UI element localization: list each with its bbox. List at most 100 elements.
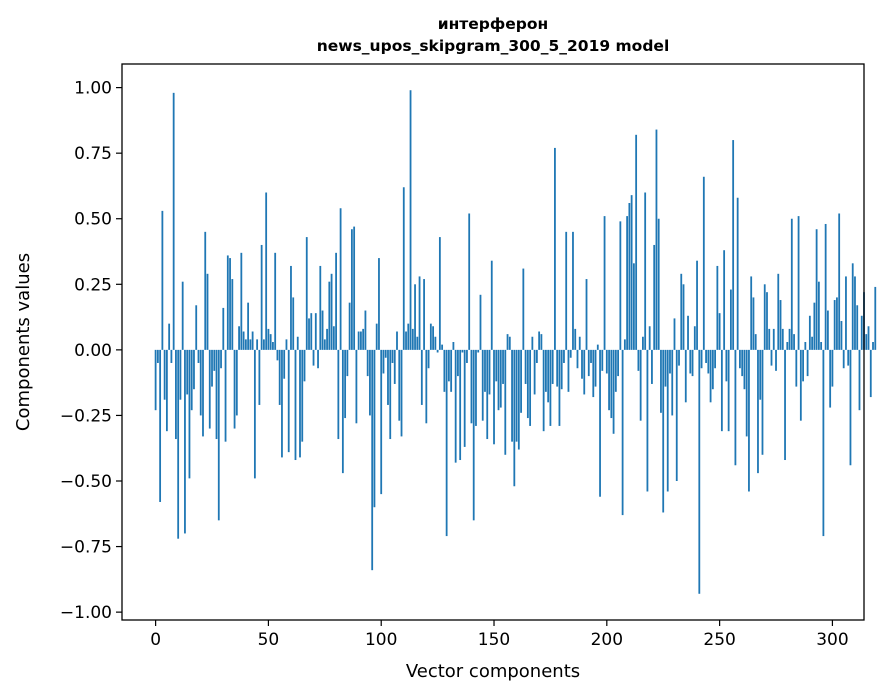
bar bbox=[238, 326, 240, 350]
bar bbox=[752, 297, 755, 350]
bar bbox=[630, 195, 633, 350]
bar bbox=[337, 349, 340, 440]
bar bbox=[790, 218, 793, 350]
bar bbox=[739, 349, 741, 369]
bar bbox=[858, 349, 861, 411]
bar bbox=[766, 292, 768, 350]
bar bbox=[373, 349, 376, 508]
bar bbox=[170, 349, 173, 363]
bar bbox=[341, 349, 344, 474]
bar bbox=[657, 218, 660, 350]
bar bbox=[720, 349, 723, 432]
bar bbox=[845, 276, 847, 350]
bar bbox=[319, 265, 322, 350]
bar bbox=[678, 349, 680, 366]
bar bbox=[691, 349, 694, 377]
bar bbox=[416, 336, 419, 350]
y-tick-label: 1.00 bbox=[74, 79, 112, 99]
bar bbox=[165, 349, 168, 432]
bar bbox=[159, 349, 162, 502]
bar bbox=[463, 349, 466, 447]
bar bbox=[745, 349, 748, 437]
bar bbox=[211, 349, 213, 387]
bar bbox=[840, 321, 843, 350]
bar bbox=[632, 263, 635, 350]
bar bbox=[680, 273, 683, 350]
bar bbox=[684, 349, 687, 403]
bar bbox=[247, 302, 250, 350]
bar bbox=[520, 349, 522, 413]
bar bbox=[452, 342, 455, 350]
bar bbox=[736, 197, 739, 350]
bar bbox=[847, 349, 850, 366]
bar bbox=[770, 349, 773, 366]
bar bbox=[353, 226, 356, 350]
bar bbox=[321, 310, 324, 350]
bar bbox=[308, 318, 310, 350]
bar bbox=[156, 349, 159, 363]
bar bbox=[486, 349, 489, 440]
bar bbox=[524, 349, 527, 384]
bar bbox=[425, 349, 428, 424]
bar bbox=[432, 326, 434, 350]
bar bbox=[707, 349, 710, 374]
bar bbox=[675, 349, 678, 481]
bar bbox=[529, 349, 532, 426]
bar bbox=[484, 349, 486, 392]
bar bbox=[506, 334, 509, 350]
bar bbox=[693, 326, 696, 350]
bar bbox=[556, 349, 559, 387]
x-tick-label: 100 bbox=[365, 630, 397, 650]
bar bbox=[292, 297, 295, 350]
bar bbox=[244, 339, 247, 350]
bar bbox=[651, 349, 653, 384]
bar bbox=[378, 258, 380, 350]
bar bbox=[725, 349, 728, 382]
bar bbox=[563, 349, 565, 363]
bar bbox=[836, 297, 838, 350]
bar bbox=[743, 349, 746, 390]
y-tick-label: −1.00 bbox=[60, 603, 112, 623]
bar bbox=[594, 349, 597, 387]
bar bbox=[231, 279, 234, 350]
bar bbox=[235, 349, 238, 416]
bar bbox=[585, 279, 588, 350]
bar bbox=[504, 349, 507, 455]
bar bbox=[639, 349, 642, 421]
bar bbox=[511, 349, 513, 442]
bar bbox=[305, 237, 308, 350]
bar bbox=[389, 349, 392, 440]
bar bbox=[592, 349, 595, 398]
bar bbox=[197, 349, 200, 363]
bar bbox=[653, 244, 656, 350]
y-tick-label: 0.00 bbox=[74, 341, 112, 361]
bar bbox=[608, 349, 610, 411]
bar bbox=[813, 302, 816, 350]
bar bbox=[217, 349, 220, 521]
bar bbox=[508, 336, 511, 350]
bar bbox=[479, 294, 482, 350]
x-axis-ticks: 0 50 100 150 200 250 300 bbox=[150, 620, 849, 650]
bar bbox=[181, 281, 184, 350]
bar bbox=[186, 349, 189, 395]
bar bbox=[569, 349, 572, 358]
bar bbox=[226, 255, 229, 350]
bar bbox=[326, 328, 328, 350]
bar bbox=[729, 289, 732, 350]
bar bbox=[193, 349, 195, 390]
bar bbox=[175, 349, 177, 440]
bar bbox=[793, 334, 795, 350]
bar bbox=[499, 349, 502, 408]
bar bbox=[407, 323, 410, 350]
bar bbox=[475, 349, 477, 426]
x-tick-label: 200 bbox=[591, 630, 623, 650]
bar bbox=[775, 349, 777, 371]
bar bbox=[369, 349, 371, 416]
bar bbox=[409, 90, 412, 350]
bar bbox=[772, 328, 775, 350]
bar bbox=[466, 349, 468, 363]
bar bbox=[490, 260, 493, 350]
bar bbox=[364, 310, 367, 350]
bar bbox=[213, 349, 216, 371]
bar bbox=[666, 349, 669, 492]
